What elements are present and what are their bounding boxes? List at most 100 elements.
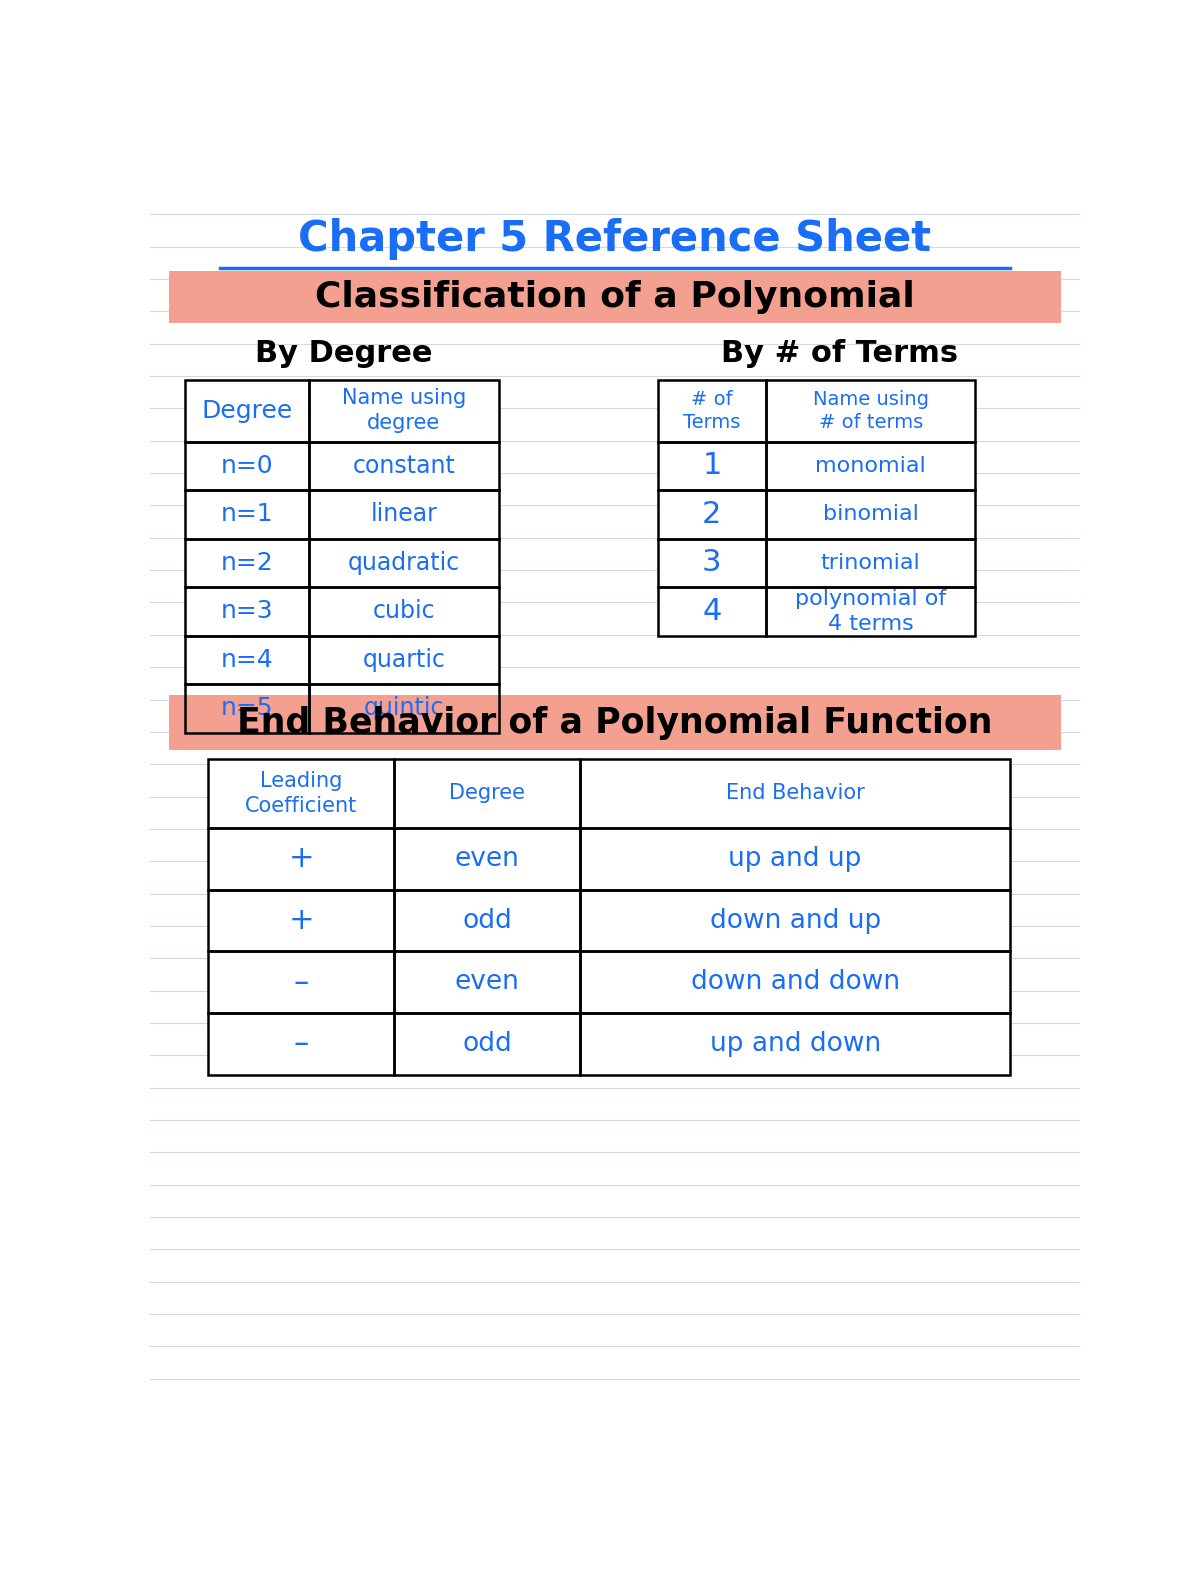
Bar bbox=[208, 759, 394, 828]
Bar bbox=[394, 1013, 580, 1074]
Bar bbox=[169, 271, 1061, 323]
Bar bbox=[308, 587, 499, 636]
Bar bbox=[308, 441, 499, 490]
Text: n=2: n=2 bbox=[221, 551, 274, 575]
Bar bbox=[308, 380, 499, 441]
Bar bbox=[308, 684, 499, 732]
Bar bbox=[308, 539, 499, 587]
Bar bbox=[185, 539, 308, 587]
Bar bbox=[658, 441, 766, 490]
Bar bbox=[580, 759, 1010, 828]
Text: Leading
Coefficient: Leading Coefficient bbox=[245, 772, 358, 816]
Bar bbox=[208, 951, 394, 1013]
Text: Degree: Degree bbox=[449, 783, 526, 803]
Text: up and up: up and up bbox=[728, 846, 862, 873]
Bar bbox=[185, 539, 308, 587]
Text: n=0: n=0 bbox=[221, 454, 274, 477]
Bar bbox=[658, 587, 766, 636]
Text: even: even bbox=[455, 846, 520, 873]
Bar bbox=[308, 441, 499, 490]
Text: –: – bbox=[294, 967, 308, 997]
Bar bbox=[308, 490, 499, 539]
Bar bbox=[208, 1013, 394, 1074]
Bar bbox=[766, 380, 976, 441]
Text: 1: 1 bbox=[702, 452, 721, 480]
Text: polynomial of
4 terms: polynomial of 4 terms bbox=[796, 589, 947, 633]
Bar bbox=[185, 636, 308, 684]
Text: Chapter 5 Reference Sheet: Chapter 5 Reference Sheet bbox=[299, 217, 931, 260]
Bar bbox=[658, 539, 766, 587]
Bar bbox=[658, 539, 766, 587]
Text: constant: constant bbox=[353, 454, 455, 477]
Text: –: – bbox=[294, 1028, 308, 1058]
Text: trinomial: trinomial bbox=[821, 553, 920, 573]
Bar bbox=[208, 890, 394, 951]
Text: quintic: quintic bbox=[364, 696, 444, 720]
Bar bbox=[308, 380, 499, 441]
Text: linear: linear bbox=[371, 502, 437, 526]
Bar bbox=[580, 951, 1010, 1013]
Text: down and down: down and down bbox=[691, 969, 900, 995]
Bar bbox=[658, 587, 766, 636]
Text: +: + bbox=[288, 844, 314, 874]
Text: By # of Terms: By # of Terms bbox=[721, 339, 959, 367]
Bar bbox=[394, 828, 580, 890]
Text: monomial: monomial bbox=[815, 455, 926, 476]
Text: quartic: quartic bbox=[362, 647, 445, 673]
Text: odd: odd bbox=[462, 907, 512, 934]
Text: n=3: n=3 bbox=[221, 600, 274, 624]
Text: odd: odd bbox=[462, 1030, 512, 1057]
Bar bbox=[580, 1013, 1010, 1074]
Bar bbox=[766, 539, 976, 587]
Text: down and up: down and up bbox=[709, 907, 881, 934]
Bar bbox=[394, 759, 580, 828]
Text: Degree: Degree bbox=[202, 398, 293, 422]
Text: n=4: n=4 bbox=[221, 647, 274, 673]
Bar bbox=[580, 890, 1010, 951]
Bar bbox=[766, 490, 976, 539]
Bar bbox=[766, 490, 976, 539]
Text: By Degree: By Degree bbox=[256, 339, 432, 367]
Text: Name using
degree: Name using degree bbox=[342, 389, 466, 433]
Bar bbox=[208, 828, 394, 890]
Text: End Behavior of a Polynomial Function: End Behavior of a Polynomial Function bbox=[238, 706, 992, 740]
Bar bbox=[394, 759, 580, 828]
Bar bbox=[208, 828, 394, 890]
Bar bbox=[169, 695, 1061, 750]
Bar bbox=[185, 380, 308, 441]
Bar bbox=[580, 828, 1010, 890]
Bar bbox=[580, 759, 1010, 828]
Bar bbox=[658, 490, 766, 539]
Bar bbox=[766, 539, 976, 587]
Text: End Behavior: End Behavior bbox=[726, 783, 864, 803]
Bar bbox=[185, 441, 308, 490]
Bar bbox=[580, 951, 1010, 1013]
Bar bbox=[766, 587, 976, 636]
Bar bbox=[394, 890, 580, 951]
Bar bbox=[580, 828, 1010, 890]
Bar bbox=[208, 890, 394, 951]
Bar bbox=[308, 636, 499, 684]
Bar bbox=[185, 380, 308, 441]
Bar bbox=[580, 890, 1010, 951]
Text: # of
Terms: # of Terms bbox=[683, 389, 740, 432]
Text: n=1: n=1 bbox=[221, 502, 274, 526]
Text: Name using
# of terms: Name using # of terms bbox=[812, 389, 929, 432]
Bar bbox=[658, 441, 766, 490]
Bar bbox=[766, 587, 976, 636]
Bar bbox=[185, 490, 308, 539]
Bar bbox=[658, 380, 766, 441]
Bar bbox=[208, 1013, 394, 1074]
Bar bbox=[185, 441, 308, 490]
Bar bbox=[185, 587, 308, 636]
Bar bbox=[185, 684, 308, 732]
Bar bbox=[394, 890, 580, 951]
Text: Classification of a Polynomial: Classification of a Polynomial bbox=[316, 280, 914, 313]
Text: up and down: up and down bbox=[709, 1030, 881, 1057]
Text: cubic: cubic bbox=[372, 600, 436, 624]
Text: quadratic: quadratic bbox=[348, 551, 460, 575]
Text: +: + bbox=[288, 906, 314, 936]
Bar bbox=[394, 951, 580, 1013]
Bar bbox=[658, 490, 766, 539]
Bar bbox=[185, 587, 308, 636]
